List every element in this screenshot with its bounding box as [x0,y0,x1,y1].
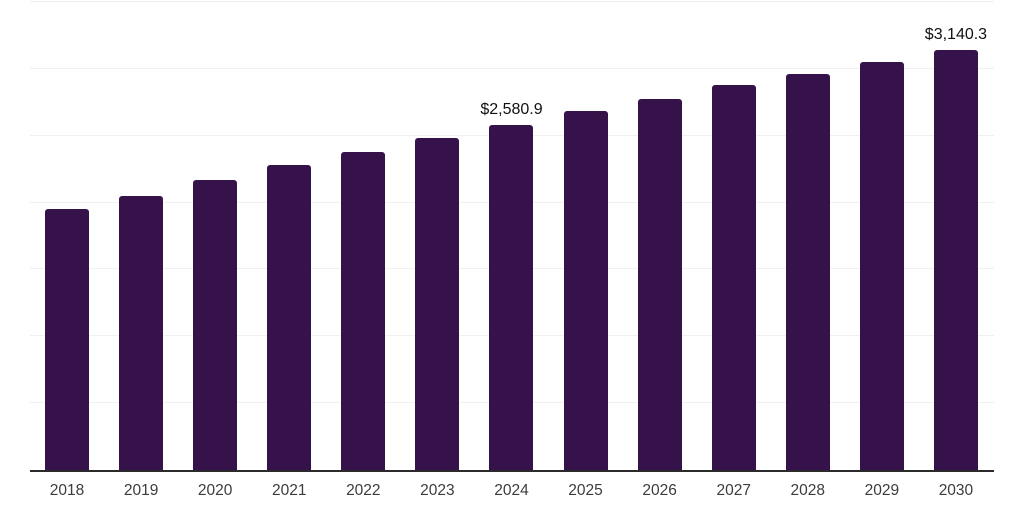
bar-group-2021 [267,165,312,470]
bars-row: $2,580.9 $3,140.3 [45,2,987,470]
x-tick-label-2022: 2022 [346,482,381,499]
gridline-3000 [30,67,994,69]
bar-2019 [119,195,164,470]
x-tick-label-2025: 2025 [568,482,603,499]
x-tick-label-2026: 2026 [642,482,677,499]
bar-group-2025 [563,110,608,470]
plot-area: $2,580.9 $3,140.3 [30,1,994,472]
bar-value-label-2030: $3,140.3 [924,26,988,44]
x-tick-label-2030: 2030 [938,482,974,499]
bar-2018 [45,209,89,470]
x-tick-label-2027: 2027 [716,482,751,499]
bar-2030 [933,50,978,470]
gridline-3500 [30,1,994,2]
bar-group-2020 [193,180,238,470]
x-tick-label-2020: 2020 [197,482,233,499]
bar-2021 [267,165,312,470]
bar-value-label-2024: $2,580.9 [480,100,543,118]
bar-2023 [415,138,460,470]
x-tick-label-2018: 2018 [49,482,85,499]
bar-group-2029 [859,62,904,470]
bar-2025 [563,110,608,470]
bar-2027 [711,84,756,470]
bar-group-2018 [45,209,89,470]
x-tick-label-2029: 2029 [864,482,900,499]
x-tick-label-2028: 2028 [790,482,826,499]
bar-group-2026 [637,98,682,470]
bar-group-2024: $2,580.9 [480,101,543,470]
bar-2029 [859,62,904,470]
bar-group-2030: $3,140.3 [925,26,987,470]
bar-2028 [785,73,830,470]
bar-2026 [637,98,682,470]
x-tick-label-2023: 2023 [420,482,455,499]
bar-group-2019 [119,195,164,470]
bar-2020 [193,180,238,470]
bar-group-2022 [341,152,386,470]
x-axis: 2018 2019 2020 2021 2022 2023 2024 2025 2026 2027… [45,482,978,500]
bar-group-2027 [711,84,756,470]
x-tick-label-2024: 2024 [494,482,529,499]
bar-2022 [341,152,386,470]
bar-2024 [489,124,534,470]
x-tick-label-2019: 2019 [123,482,159,499]
x-tick-label-2021: 2021 [271,482,307,499]
bar-group-2023 [415,138,460,470]
bar-group-2028 [785,73,830,470]
